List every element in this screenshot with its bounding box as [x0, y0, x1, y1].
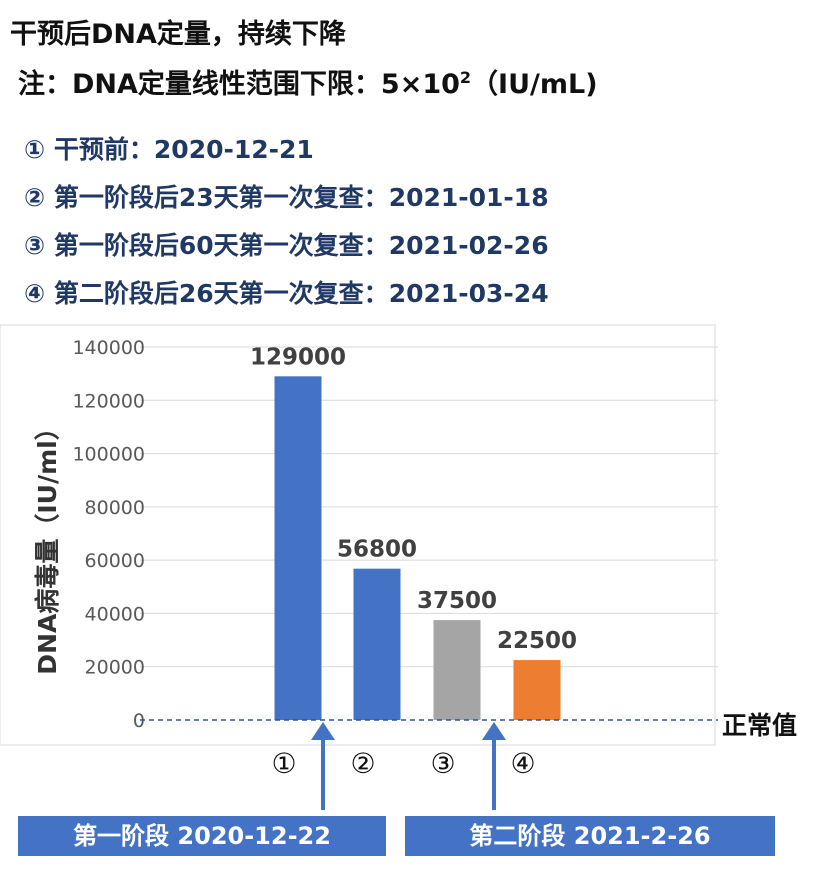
phase-arrow-2 — [482, 722, 506, 810]
phase-box-1: 第一阶段 2020-12-22 — [18, 816, 386, 856]
y-tick-label: 140000 — [72, 337, 145, 359]
category-marker: ① — [271, 747, 296, 780]
page-title: 干预后DNA定量，持续下降 — [10, 19, 346, 50]
y-tick-label: 40000 — [85, 603, 145, 625]
phase-box-2: 第二阶段 2021-2-26 — [405, 816, 775, 856]
phase-arrow-1 — [311, 722, 335, 810]
y-tick-label: 60000 — [85, 550, 145, 572]
data-label: 56800 — [337, 537, 417, 563]
category-markers: ① ② ③ ④ — [271, 747, 535, 780]
y-tick-label: 120000 — [72, 390, 145, 412]
gridlines — [140, 346, 718, 668]
y-tick-label: 80000 — [85, 497, 145, 519]
y-tick-label: 20000 — [85, 657, 145, 679]
bar — [433, 620, 481, 720]
category-marker: ② — [350, 747, 375, 780]
bar — [513, 660, 561, 720]
bars — [274, 376, 561, 720]
bar — [274, 376, 322, 720]
plot-frame — [0, 324, 716, 746]
y-axis-title: DNA病毒量（IU/ml） — [33, 415, 62, 674]
category-marker: ④ — [510, 747, 535, 780]
timeline-item: ① 干预前：2020-12-21 — [24, 135, 314, 164]
timeline-item: ② 第一阶段后23天第一次复查：2021-01-18 — [24, 183, 549, 212]
timeline-item: ③ 第一阶段后60天第一次复查：2021-02-26 — [24, 231, 549, 260]
category-marker: ③ — [430, 747, 455, 780]
timeline-item: ④ 第二阶段后26天第一次复查：2021-03-24 — [24, 279, 549, 308]
data-label: 37500 — [417, 588, 497, 614]
data-label: 22500 — [497, 628, 577, 654]
y-tick-label: 100000 — [72, 444, 145, 466]
y-axis-ticks: 0 20000 40000 60000 80000 100000 120000 140000 — [72, 337, 145, 732]
detection-limit-note: 注：DNA定量线性范围下限：5×102（IU/mL) — [18, 68, 598, 100]
bar — [353, 568, 401, 720]
reference-line-label: 正常值 — [722, 711, 797, 740]
data-label: 129000 — [250, 344, 346, 370]
y-tick-label: 0 — [133, 710, 145, 732]
